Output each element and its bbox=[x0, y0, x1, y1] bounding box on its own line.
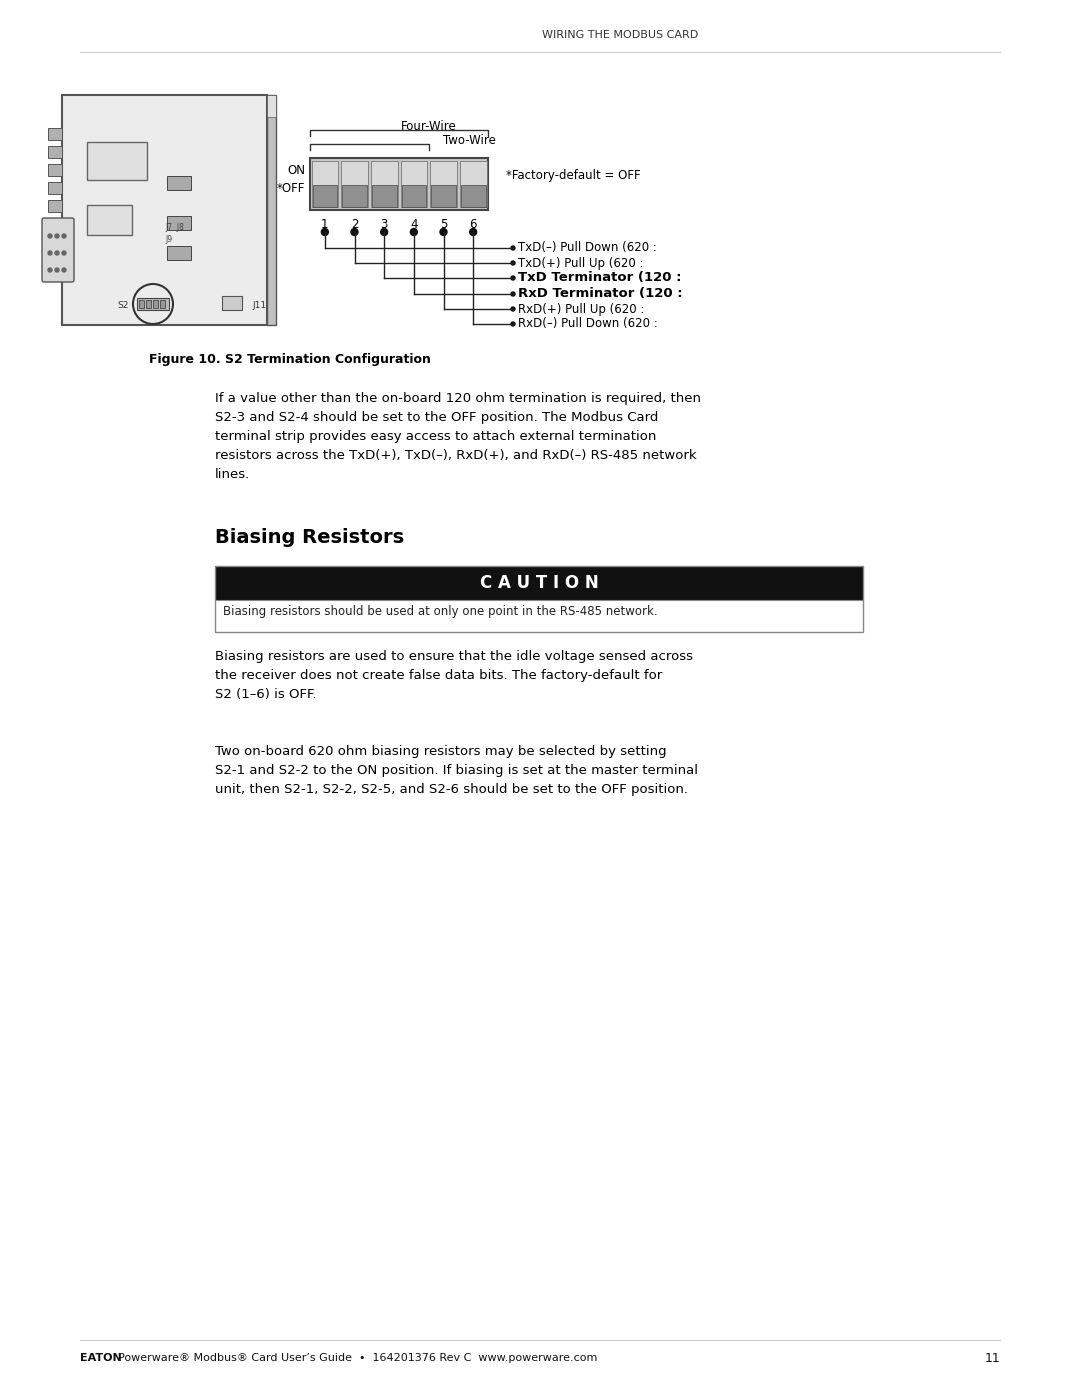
Bar bbox=[48, 129, 62, 140]
Text: 3: 3 bbox=[380, 218, 388, 231]
Text: *Factory-default = OFF: *Factory-default = OFF bbox=[507, 169, 640, 183]
Bar bbox=[160, 300, 165, 307]
Circle shape bbox=[380, 229, 388, 236]
Bar bbox=[137, 298, 168, 310]
Circle shape bbox=[322, 229, 328, 236]
Bar bbox=[461, 186, 486, 207]
Bar bbox=[48, 182, 62, 194]
Bar bbox=[48, 218, 62, 231]
Text: Two on-board 620 ohm biasing resistors may be selected by setting
S2-1 and S2-2 : Two on-board 620 ohm biasing resistors m… bbox=[215, 745, 698, 796]
Circle shape bbox=[351, 229, 357, 236]
Circle shape bbox=[410, 229, 417, 236]
Circle shape bbox=[511, 321, 515, 326]
Text: S2: S2 bbox=[118, 300, 129, 310]
Bar bbox=[215, 566, 863, 631]
Bar bbox=[312, 186, 337, 207]
Text: Biasing resistors are used to ensure that the idle voltage sensed across
the rec: Biasing resistors are used to ensure tha… bbox=[215, 650, 693, 701]
Circle shape bbox=[470, 229, 476, 236]
FancyBboxPatch shape bbox=[42, 218, 75, 282]
Text: J7  J8: J7 J8 bbox=[165, 224, 184, 232]
Bar bbox=[267, 95, 276, 117]
Text: TxD(–) Pull Down (620 :: TxD(–) Pull Down (620 : bbox=[518, 242, 657, 254]
Text: J11: J11 bbox=[252, 300, 266, 310]
Circle shape bbox=[440, 229, 447, 236]
Bar bbox=[62, 95, 267, 326]
Text: RxD Terminator (120 :: RxD Terminator (120 : bbox=[518, 288, 683, 300]
Bar bbox=[430, 161, 457, 207]
Text: Four-Wire: Four-Wire bbox=[401, 120, 457, 133]
Circle shape bbox=[511, 292, 515, 296]
Text: EATON: EATON bbox=[80, 1354, 122, 1363]
Bar bbox=[48, 163, 62, 176]
Bar bbox=[87, 205, 132, 235]
Bar bbox=[139, 300, 144, 307]
Text: 2: 2 bbox=[351, 218, 359, 231]
Circle shape bbox=[55, 235, 59, 237]
Bar bbox=[402, 186, 427, 207]
Text: If a value other than the on-board 120 ohm termination is required, then
S2-3 an: If a value other than the on-board 120 o… bbox=[215, 393, 701, 481]
Bar bbox=[370, 161, 397, 207]
Bar bbox=[146, 300, 151, 307]
Bar bbox=[48, 147, 62, 158]
Bar bbox=[48, 200, 62, 212]
Text: *OFF: *OFF bbox=[276, 182, 305, 194]
Text: TxD(+) Pull Up (620 :: TxD(+) Pull Up (620 : bbox=[518, 257, 644, 270]
Bar bbox=[222, 296, 242, 310]
Bar bbox=[342, 186, 367, 207]
Text: Powerware® Modbus® Card User’s Guide  •  164201376 Rev C  www.powerware.com: Powerware® Modbus® Card User’s Guide • 1… bbox=[118, 1354, 597, 1363]
Text: RxD(+) Pull Up (620 :: RxD(+) Pull Up (620 : bbox=[518, 303, 645, 316]
Text: 4: 4 bbox=[410, 218, 418, 231]
Text: Figure 10. S2 Termination Configuration: Figure 10. S2 Termination Configuration bbox=[149, 353, 431, 366]
Circle shape bbox=[511, 261, 515, 265]
Bar bbox=[431, 186, 456, 207]
Text: 1: 1 bbox=[321, 218, 328, 231]
Bar bbox=[460, 161, 486, 207]
Circle shape bbox=[55, 251, 59, 256]
Circle shape bbox=[511, 307, 515, 312]
Bar bbox=[215, 566, 863, 599]
Text: Two-Wire: Two-Wire bbox=[443, 134, 496, 147]
Circle shape bbox=[55, 268, 59, 272]
Bar bbox=[167, 217, 191, 231]
Text: 11: 11 bbox=[984, 1351, 1000, 1365]
Bar bbox=[372, 186, 396, 207]
Bar bbox=[167, 176, 191, 190]
Text: C A U T I O N: C A U T I O N bbox=[480, 574, 598, 592]
Circle shape bbox=[511, 277, 515, 279]
Circle shape bbox=[511, 246, 515, 250]
Bar bbox=[311, 161, 338, 207]
Text: ON: ON bbox=[287, 163, 305, 176]
Text: TxD Terminator (120 :: TxD Terminator (120 : bbox=[518, 271, 681, 285]
Bar bbox=[87, 142, 147, 180]
Circle shape bbox=[62, 268, 66, 272]
Circle shape bbox=[48, 235, 52, 237]
Text: 6: 6 bbox=[470, 218, 477, 231]
Text: 5: 5 bbox=[440, 218, 447, 231]
Text: Biasing Resistors: Biasing Resistors bbox=[215, 528, 404, 548]
Bar bbox=[267, 95, 276, 326]
Text: Biasing resistors should be used at only one point in the RS-485 network.: Biasing resistors should be used at only… bbox=[222, 605, 658, 617]
Bar bbox=[153, 300, 158, 307]
Circle shape bbox=[62, 251, 66, 256]
Circle shape bbox=[48, 268, 52, 272]
Bar bbox=[341, 161, 368, 207]
Bar bbox=[401, 161, 428, 207]
Text: RxD(–) Pull Down (620 :: RxD(–) Pull Down (620 : bbox=[518, 317, 658, 331]
Text: WIRING THE MODBUS CARD: WIRING THE MODBUS CARD bbox=[542, 29, 698, 41]
Text: J9: J9 bbox=[165, 236, 172, 244]
Bar bbox=[310, 158, 488, 210]
Circle shape bbox=[62, 235, 66, 237]
Circle shape bbox=[48, 251, 52, 256]
Bar bbox=[167, 246, 191, 260]
